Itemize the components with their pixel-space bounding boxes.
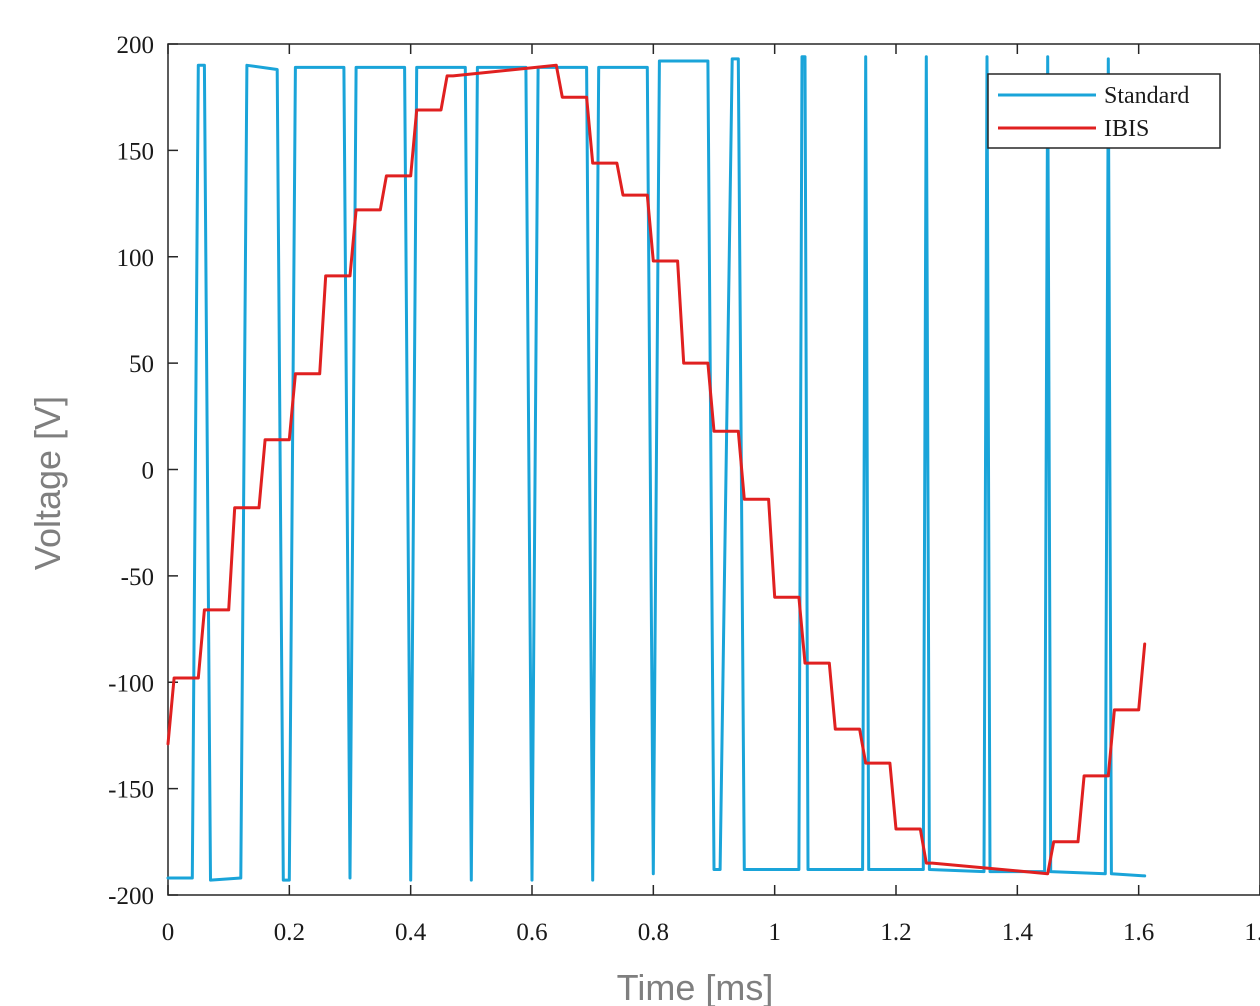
series-line-standard	[166, 55, 1147, 882]
x-tick-label: 1.4	[1002, 919, 1034, 946]
x-tick-label: 0.2	[274, 919, 305, 946]
legend-box	[987, 73, 1221, 149]
legend-label-standard: Standard	[1104, 83, 1189, 109]
y-tick-label: 50	[129, 351, 154, 378]
x-tick-label: 1.6	[1123, 919, 1154, 946]
y-axis-label: Voltage [V]	[27, 396, 68, 570]
ticks-layer: 0 0.2 0.4 0.6 0.8 1 1.2 1.4 1.6 1.8 200 150 100 50 0 -5…	[108, 32, 1260, 946]
y-tick-label: -150	[108, 777, 154, 804]
y-tick-label: 150	[117, 138, 155, 165]
y-tick-label: -100	[108, 670, 154, 697]
x-tick-label: 1	[768, 919, 781, 946]
x-tick-label: 0.4	[395, 919, 427, 946]
x-tick-label: 1.2	[880, 919, 911, 946]
y-tick-label: -50	[121, 564, 154, 591]
series-line-ibis	[166, 63, 1147, 876]
legend: Standard IBIS	[987, 73, 1221, 149]
y-tick-label: 0	[142, 458, 155, 485]
x-axis-label: Time [ms]	[617, 967, 774, 1006]
y-tick-label: 200	[117, 32, 155, 59]
legend-label-ibis: IBIS	[1104, 116, 1149, 142]
series-layer	[166, 55, 1147, 882]
x-tick-label: 0.8	[638, 919, 669, 946]
x-tick-label: 0	[162, 919, 175, 946]
y-tick-label: -200	[108, 883, 154, 910]
x-tick-label: 1.8	[1244, 919, 1260, 946]
x-tick-label: 0.6	[516, 919, 547, 946]
y-tick-label: 100	[117, 245, 155, 272]
